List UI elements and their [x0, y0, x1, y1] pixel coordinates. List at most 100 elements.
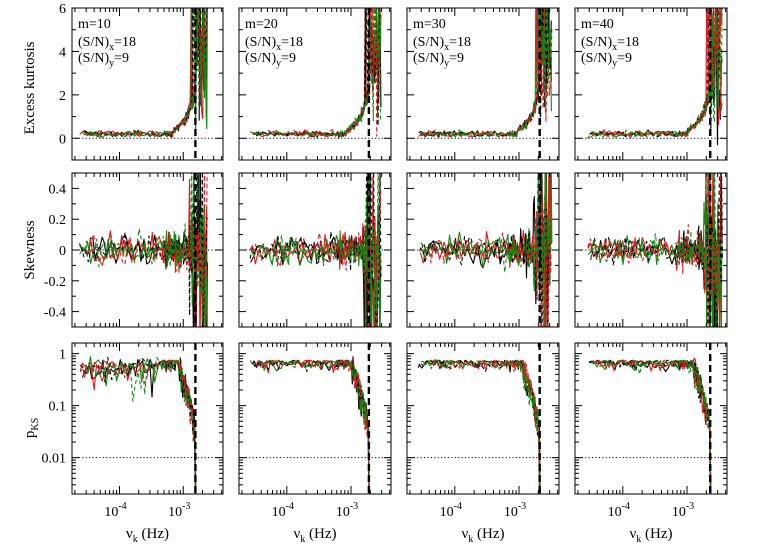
series-red-dashed [254, 8, 382, 139]
panel-frame [71, 7, 224, 161]
series-group [249, 173, 382, 327]
panel-r1-c1 [238, 172, 392, 328]
y-tick-label: 0.2 [49, 213, 67, 228]
series-green-solid [588, 359, 711, 494]
sn-x-label: (S/N)x=18 [581, 35, 639, 53]
y-tick-label: 6 [59, 2, 66, 17]
sn-x-label: (S/N)x=18 [245, 35, 303, 53]
series-group [249, 8, 382, 139]
series-group [586, 8, 723, 146]
y-tick-label: 4 [59, 45, 66, 60]
series-green-dashed [250, 173, 382, 327]
series-red-dashed [422, 8, 553, 138]
y-tick-label: 0 [59, 132, 66, 147]
series-black-dashed [252, 359, 370, 494]
series-black-solid [250, 173, 382, 327]
x-tick-label: 10-3 [672, 501, 694, 520]
panel-frame [238, 342, 392, 495]
sn-y-label: (S/N)y=9 [581, 51, 632, 69]
y-tick-label: 1 [59, 348, 66, 363]
sn-y-label: (S/N)y=9 [413, 51, 464, 69]
panel-r0-c2: m=30 (S/N)x=18(S/N)y=9 [406, 7, 560, 161]
m-label: m=10 [78, 17, 111, 32]
series-group [419, 173, 553, 327]
series-black-dashed [79, 356, 196, 494]
y-tick-label: -0.2 [44, 275, 66, 290]
series-group [417, 359, 541, 494]
panel-r0-c0: 0 2 4 6 m=10 (S/N)x=18(S/N)y=9 [59, 2, 224, 161]
series-red-solid [592, 357, 711, 494]
x-tick-label: 10-4 [440, 501, 462, 520]
series-black-solid [81, 357, 196, 494]
ylabel-pks: pKS [22, 418, 41, 438]
series-group [588, 357, 712, 494]
m-label: m=40 [581, 17, 614, 32]
ylabel-skewness: Skewness [22, 220, 38, 279]
x-tick-label: 10-4 [608, 501, 630, 520]
panel-frame [406, 7, 560, 161]
panel-r2-c2: 10-4 10-3νk (Hz) [406, 342, 560, 545]
panel-r1-c0: -0.4 -0.2 0 0.2 0.4 [44, 172, 224, 328]
x-axis-label: νk (Hz) [293, 526, 336, 545]
series-red-solid [423, 359, 541, 494]
series-black-dashed [589, 359, 712, 494]
series-green-dashed [590, 173, 722, 327]
series-red-dashed [587, 173, 723, 327]
x-tick-label: 10-4 [272, 501, 294, 520]
x-axis-label: νk (Hz) [629, 526, 672, 545]
series-green-solid [420, 173, 553, 327]
series-red-dashed [592, 359, 712, 494]
series-red-solid [256, 359, 370, 494]
series-black-solid [251, 356, 370, 494]
series-red-dashed [79, 8, 208, 138]
x-tick-label: 10-3 [504, 501, 526, 520]
m-label: m=30 [413, 17, 446, 32]
series-green-dashed [586, 8, 723, 139]
panel-frame [574, 342, 728, 495]
sn-x-label: (S/N)x=18 [78, 35, 136, 53]
m-label: m=20 [245, 17, 278, 32]
panel-frame [574, 7, 728, 161]
series-red-dashed [255, 359, 370, 494]
series-green-dashed [253, 8, 382, 139]
series-group [249, 356, 370, 494]
y-tick-label: 2 [59, 89, 66, 104]
series-green-dashed [422, 359, 541, 494]
series-green-dashed [79, 356, 197, 494]
panel-frame [71, 342, 224, 495]
panel-r0-c3: m=40 (S/N)x=18(S/N)y=9 [574, 7, 728, 161]
ylabel-kurtosis: Excess kurtosis [22, 41, 38, 134]
ylabel-pks-sub: KS [30, 418, 41, 431]
y-tick-label: 0.1 [49, 400, 67, 415]
series-green-dashed [249, 359, 370, 494]
panel-frame [406, 342, 560, 495]
x-tick-label: 10-4 [104, 501, 126, 520]
series-group [587, 173, 723, 327]
x-axis-label: νk (Hz) [461, 526, 504, 545]
panel-frame [238, 7, 392, 161]
sn-y-label: (S/N)y=9 [78, 51, 129, 69]
panel-r0-c1: m=20 (S/N)x=18(S/N)y=9 [238, 7, 392, 161]
series-green-dashed [591, 359, 712, 494]
series-black-dashed [249, 173, 382, 327]
series-group [78, 173, 209, 327]
panel-r2-c1: 10-4 10-3νk (Hz) [238, 342, 392, 545]
svg-text:pKS: pKS [22, 418, 41, 438]
series-green-solid [421, 8, 552, 138]
series-red-dashed [423, 359, 541, 494]
series-green-solid [256, 359, 370, 494]
y-tick-label: 0.4 [49, 182, 67, 197]
x-tick-label: 10-3 [168, 501, 190, 520]
panel-r1-c3 [574, 172, 728, 328]
ylabel-pks-main: p [22, 431, 38, 439]
series-group [79, 356, 197, 494]
x-tick-label: 10-3 [336, 501, 358, 520]
sn-y-label: (S/N)y=9 [245, 51, 296, 69]
sn-x-label: (S/N)x=18 [413, 35, 471, 53]
panel-r1-c2 [406, 172, 560, 328]
series-black-solid [588, 359, 712, 494]
panel-r2-c3: 10-4 10-3νk (Hz) [574, 342, 728, 545]
y-tick-label: -0.4 [44, 306, 66, 321]
x-axis-label: νk (Hz) [126, 526, 169, 545]
